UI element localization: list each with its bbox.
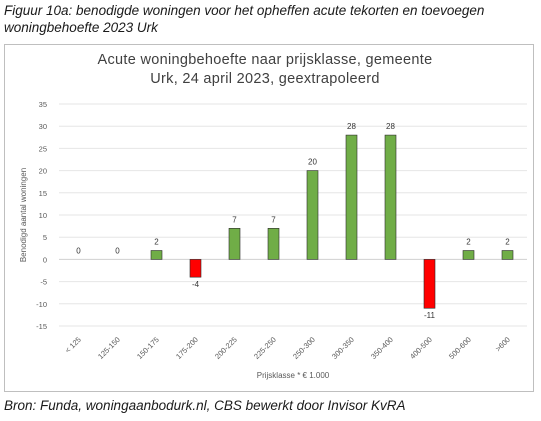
bar [423, 259, 436, 309]
bar [462, 250, 475, 260]
data-label: 0 [115, 246, 120, 255]
y-tick-label: 10 [39, 211, 47, 220]
data-label: 2 [154, 238, 159, 247]
bar [150, 250, 163, 260]
x-tick-label: 175-200 [174, 335, 200, 361]
y-tick-label: -10 [36, 300, 47, 309]
bar [306, 170, 319, 260]
data-label: 0 [76, 246, 81, 255]
y-tick-label: 25 [39, 144, 47, 153]
x-tick-label: 150-175 [135, 335, 161, 361]
x-axis-label: Prijsklasse * € 1.000 [257, 371, 330, 380]
x-tick-label: 125-150 [96, 335, 122, 361]
x-tick-label: >600 [494, 335, 512, 353]
data-label: 7 [271, 215, 276, 224]
x-tick-label: 200-225 [213, 335, 239, 361]
x-tick-label: 250-300 [291, 335, 317, 361]
data-label: 2 [466, 238, 471, 247]
figure-caption: Figuur 10a: benodigde woningen voor het … [4, 3, 485, 35]
y-tick-label: 15 [39, 189, 47, 198]
source-note: Bron: Funda, woningaanbodurk.nl, CBS bew… [4, 398, 406, 413]
y-tick-label: -5 [40, 278, 47, 287]
data-label: 7 [232, 215, 237, 224]
bar [267, 228, 280, 260]
data-label: 2 [505, 238, 510, 247]
bar [228, 228, 241, 260]
y-tick-label: 20 [39, 167, 47, 176]
data-label: -11 [424, 311, 436, 320]
bar-chart: 35 30 25 20 15 10 5 0 -5 -10 -15 0 < 125 0 125-150 2 150… [19, 100, 527, 380]
bar [384, 134, 397, 260]
y-tick-label: 5 [43, 233, 47, 242]
x-tick-label: 300-350 [330, 335, 356, 361]
y-tick-label: 0 [43, 255, 47, 264]
x-tick-label: 225-250 [252, 335, 278, 361]
x-tick-label: 500-600 [447, 335, 473, 361]
y-tick-label: -15 [36, 322, 47, 331]
bar [345, 134, 358, 260]
y-tick-label: 35 [39, 100, 47, 109]
data-label: 20 [308, 158, 317, 167]
x-tick-label: 400-500 [408, 335, 434, 361]
bar [501, 250, 514, 260]
x-tick-label: < 125 [63, 335, 83, 355]
y-axis-label: Benodigd aantal woningen [19, 168, 28, 262]
y-tick-label: 30 [39, 122, 47, 131]
chart-frame: Acute woningbehoefte naar prijsklasse, g… [4, 44, 534, 392]
bar [189, 259, 202, 278]
data-label: 28 [386, 122, 395, 131]
x-tick-label: 350-400 [369, 335, 395, 361]
data-label: -4 [192, 280, 200, 289]
chart-title: Acute woningbehoefte naar prijsklasse, g… [97, 52, 433, 87]
data-label: 28 [347, 122, 356, 131]
